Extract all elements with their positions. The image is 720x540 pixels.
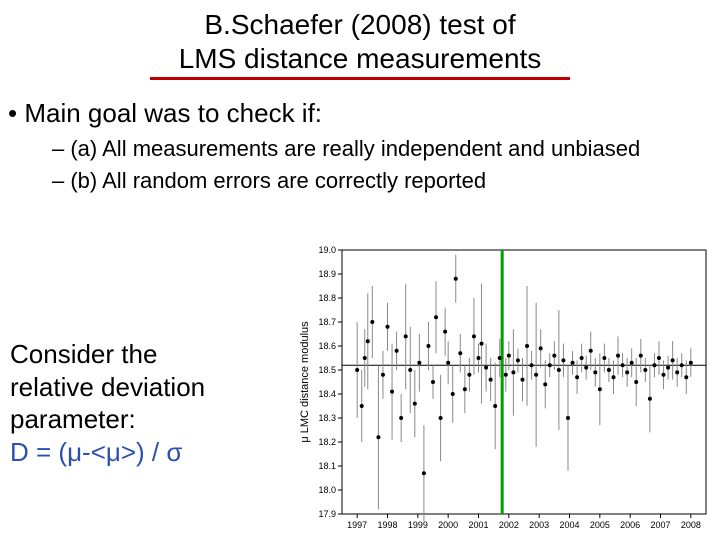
title-underline xyxy=(150,77,570,80)
consider-block: Consider the relative deviation paramete… xyxy=(10,338,300,468)
sub-bullet-a: – (a) All measurements are really indepe… xyxy=(52,135,720,163)
title-line-2: LMS distance measurements xyxy=(179,43,542,74)
svg-text:2008: 2008 xyxy=(681,520,701,530)
svg-text:18.5: 18.5 xyxy=(318,365,336,375)
svg-text:18.7: 18.7 xyxy=(318,317,336,327)
consider-line-1: Consider the xyxy=(10,339,157,369)
svg-text:17.9: 17.9 xyxy=(318,509,336,519)
svg-text:μ LMC distance modulus: μ LMC distance modulus xyxy=(299,321,311,443)
svg-text:2000: 2000 xyxy=(438,520,458,530)
svg-text:2003: 2003 xyxy=(529,520,549,530)
svg-text:1998: 1998 xyxy=(377,520,397,530)
consider-line-3: parameter: xyxy=(10,404,136,434)
svg-text:18.2: 18.2 xyxy=(318,437,336,447)
svg-text:2005: 2005 xyxy=(590,520,610,530)
svg-text:2004: 2004 xyxy=(559,520,579,530)
svg-text:18.9: 18.9 xyxy=(318,269,336,279)
svg-text:18.1: 18.1 xyxy=(318,461,336,471)
svg-text:18.3: 18.3 xyxy=(318,413,336,423)
svg-text:18.0: 18.0 xyxy=(318,485,336,495)
slide-title: B.Schaefer (2008) test of LMS distance m… xyxy=(0,0,720,75)
sub-bullet-b: – (b) All random errors are correctly re… xyxy=(52,167,720,195)
svg-text:2006: 2006 xyxy=(620,520,640,530)
svg-text:18.6: 18.6 xyxy=(318,341,336,351)
svg-text:2002: 2002 xyxy=(499,520,519,530)
deviation-formula: D = (μ-<μ>) / σ xyxy=(10,437,182,467)
svg-text:18.8: 18.8 xyxy=(318,293,336,303)
svg-text:2001: 2001 xyxy=(468,520,488,530)
svg-text:1999: 1999 xyxy=(408,520,428,530)
svg-text:2007: 2007 xyxy=(650,520,670,530)
svg-text:19.0: 19.0 xyxy=(318,245,336,255)
chart-svg: 17.9 18.0 18.1 18.2 18.3 18.4 18.5 18.6 18.7 18.8… xyxy=(294,244,714,534)
title-line-1: B.Schaefer (2008) test of xyxy=(204,9,515,40)
svg-text:18.4: 18.4 xyxy=(318,389,336,399)
main-bullet: • Main goal was to check if: xyxy=(8,98,720,129)
consider-line-2: relative deviation xyxy=(10,372,205,402)
lmc-distance-chart: 17.9 18.0 18.1 18.2 18.3 18.4 18.5 18.6 18.7 18.8… xyxy=(294,244,714,534)
svg-text:1997: 1997 xyxy=(347,520,367,530)
